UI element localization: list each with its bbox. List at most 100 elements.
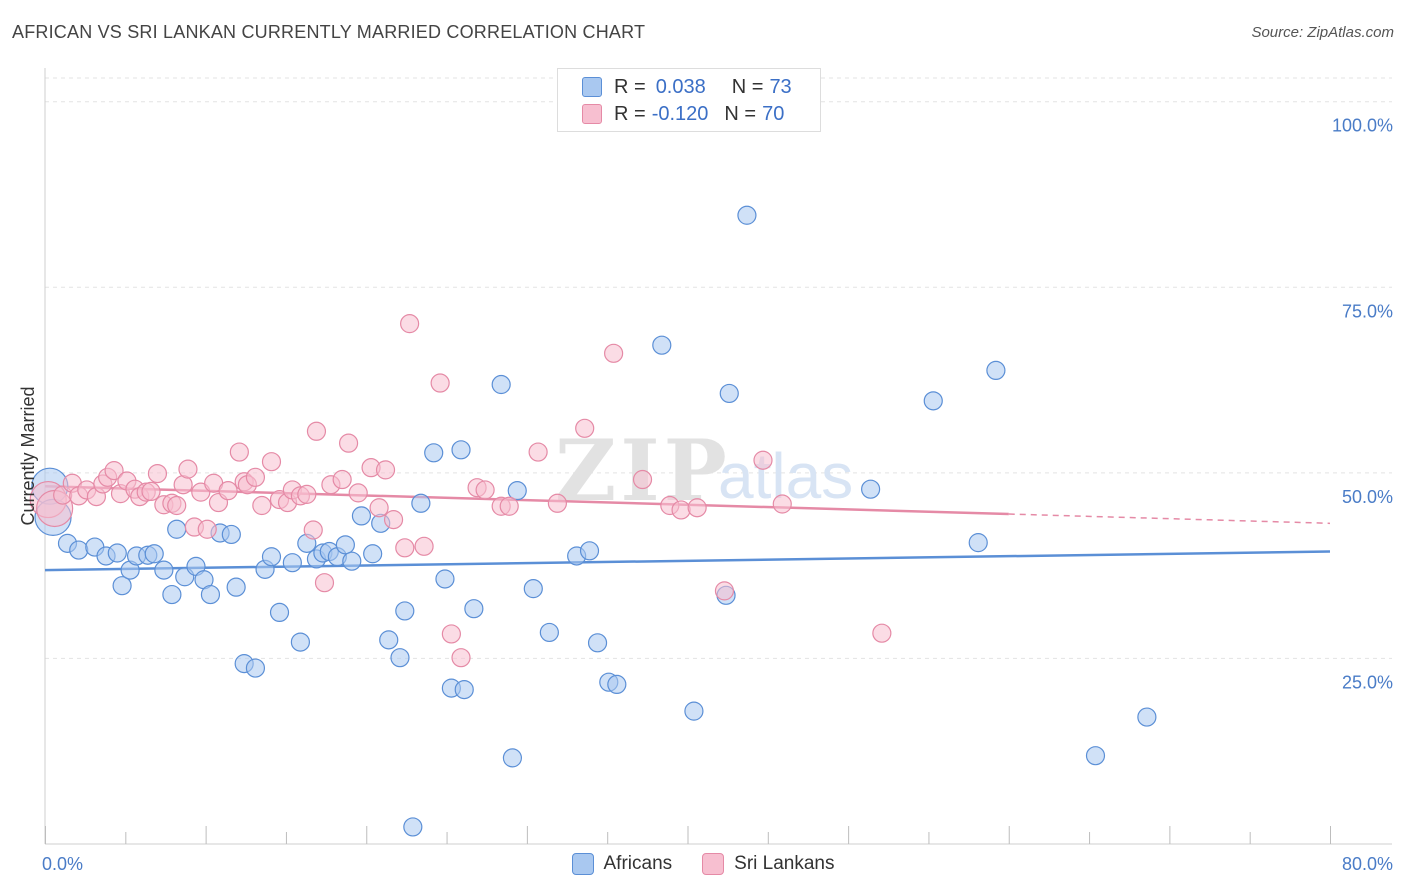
source-label: Source: ZipAtlas.com <box>1251 24 1394 41</box>
point-africans <box>261 547 282 567</box>
y-tick-labels: 25.0% 50.0% 75.0% 100.0% <box>1332 116 1393 693</box>
y-axis-title: Currently Married <box>18 386 38 525</box>
point-sri-lankans <box>475 480 495 500</box>
point-sri-lankans <box>872 623 892 643</box>
point-sri-lankans <box>575 418 595 438</box>
point-sri-lankans <box>104 461 124 481</box>
point-africans <box>363 544 383 564</box>
point-sri-lankans <box>197 519 217 539</box>
legend-r-label: R = <box>614 102 646 125</box>
point-africans <box>587 633 608 653</box>
point-africans <box>502 748 523 768</box>
point-sri-lankans <box>332 469 352 490</box>
point-sri-lankans <box>671 500 691 520</box>
point-sri-lankans <box>218 481 238 501</box>
point-africans <box>986 360 1006 381</box>
point-africans <box>507 481 527 501</box>
point-sri-lankans <box>348 483 368 503</box>
point-africans <box>454 679 474 700</box>
point-africans <box>737 205 757 225</box>
point-sri-lankans <box>632 469 653 490</box>
point-sri-lankans <box>395 538 415 558</box>
point-africans <box>69 540 89 560</box>
legend-swatch-africans <box>582 77 602 97</box>
point-africans <box>435 569 455 589</box>
y-tick-label: 25.0% <box>1342 672 1393 692</box>
y-tick-label: 50.0% <box>1342 487 1393 507</box>
point-africans <box>719 383 739 404</box>
point-africans <box>162 584 182 605</box>
grid-lines <box>45 77 1392 659</box>
point-sri-lankans <box>167 495 187 516</box>
point-africans <box>491 374 511 395</box>
point-africans <box>424 443 444 463</box>
point-sri-lankans <box>714 581 735 601</box>
point-sri-lankans <box>687 498 707 518</box>
legend-label-africans: Africans <box>603 853 673 874</box>
point-africans <box>923 391 943 411</box>
point-africans <box>335 535 355 555</box>
point-africans <box>523 579 543 599</box>
point-africans <box>245 658 266 678</box>
trend-line-sri-lankans-dashed <box>1008 513 1331 525</box>
stats-legend: R = 0.038 N = 73 R = -0.120 N = 70 <box>557 68 821 132</box>
point-africans <box>282 553 302 573</box>
point-sri-lankans <box>245 467 266 487</box>
point-sri-lankans <box>252 495 272 516</box>
point-sri-lankans <box>528 442 548 462</box>
legend-label-sri-lankans: Sri Lankans <box>734 853 835 874</box>
point-sri-lankans <box>753 450 773 470</box>
series-legend: Africans Sri Lankans <box>0 851 1406 877</box>
point-sri-lankans <box>306 421 327 441</box>
point-africans <box>390 648 410 668</box>
point-sri-lankans <box>604 343 624 363</box>
y-tick-label: 100.0% <box>1332 116 1393 136</box>
point-africans <box>451 440 471 460</box>
axes <box>44 68 1392 845</box>
point-africans <box>226 577 246 597</box>
point-sri-lankans <box>441 624 461 644</box>
point-sri-lankans <box>772 494 792 514</box>
legend-item-sri-lankans[interactable]: Sri Lankans <box>702 853 834 875</box>
point-africans <box>167 519 187 539</box>
point-sri-lankans <box>314 573 335 593</box>
point-africans <box>342 551 362 571</box>
point-africans <box>154 560 174 580</box>
legend-r-value: 0.038 <box>655 75 706 98</box>
legend-item-africans[interactable]: Africans <box>571 853 673 875</box>
trend-line-africans <box>44 550 1331 572</box>
point-africans <box>351 506 372 526</box>
point-sri-lankans <box>499 496 519 516</box>
point-africans <box>221 524 241 545</box>
legend-r-label: R = <box>614 75 646 98</box>
point-africans <box>684 701 704 721</box>
point-africans <box>269 602 290 623</box>
point-africans <box>395 601 415 621</box>
point-sri-lankans <box>147 463 168 484</box>
point-sri-lankans <box>414 536 434 556</box>
point-sri-lankans <box>547 493 567 513</box>
legend-n-value: 73 <box>769 75 792 98</box>
point-sri-lankans <box>141 481 161 502</box>
point-africans <box>144 544 164 564</box>
legend-n-value: 70 <box>762 102 785 125</box>
y-tick-label: 75.0% <box>1342 301 1393 321</box>
legend-swatch-africans <box>571 853 594 875</box>
point-africans <box>411 493 431 513</box>
point-africans <box>464 599 484 619</box>
point-africans <box>403 817 423 837</box>
point-sri-lankans <box>338 433 359 453</box>
point-sri-lankans <box>229 442 249 462</box>
point-africans <box>112 576 132 596</box>
point-africans <box>1137 707 1157 727</box>
point-africans <box>290 632 310 652</box>
legend-row-sri-lankans: R = -0.120 N = 70 <box>582 102 790 126</box>
point-sri-lankans <box>369 498 389 518</box>
point-africans <box>107 543 127 563</box>
point-sri-lankans <box>400 314 420 334</box>
point-africans <box>861 479 881 499</box>
point-africans <box>968 533 988 553</box>
point-sri-lankans <box>303 520 323 540</box>
x-tick-label: 80.0% <box>1342 854 1393 874</box>
